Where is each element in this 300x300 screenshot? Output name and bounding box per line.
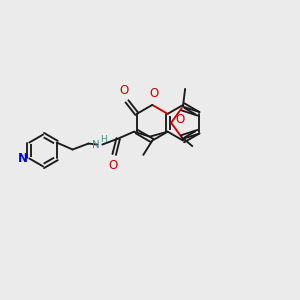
Text: N: N (92, 140, 99, 150)
Text: H: H (100, 135, 107, 144)
Text: O: O (119, 84, 129, 98)
Text: N: N (18, 152, 28, 165)
Text: O: O (109, 159, 118, 172)
Text: O: O (175, 113, 184, 126)
Text: O: O (150, 87, 159, 100)
